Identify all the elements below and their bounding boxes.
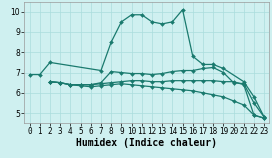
- X-axis label: Humidex (Indice chaleur): Humidex (Indice chaleur): [76, 138, 217, 148]
